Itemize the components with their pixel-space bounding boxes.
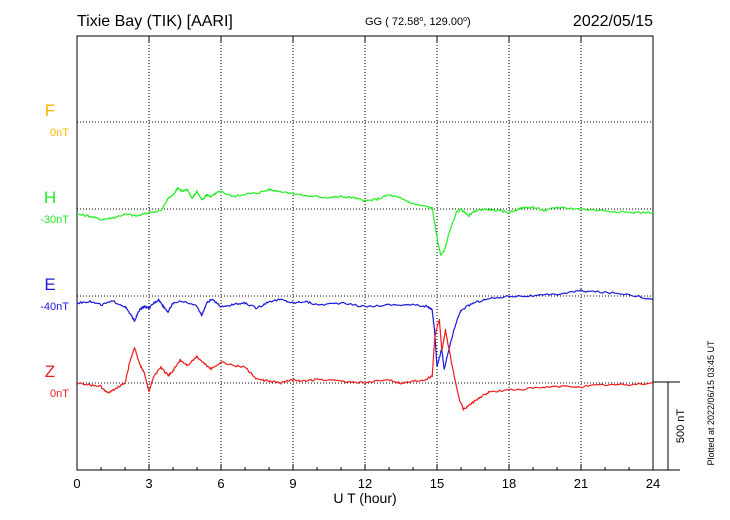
series-line-h bbox=[76, 187, 654, 256]
x-axis: 0 3 6 9 12 15 18 21 24 bbox=[73, 36, 660, 491]
station-coords: GG ( 72.58o, 129.00o) bbox=[365, 16, 471, 28]
series-layer bbox=[76, 187, 654, 411]
channel-name-h: H bbox=[44, 188, 56, 207]
channel-labels: F 0nT H -30nT E -40nT Z 0nT bbox=[40, 101, 69, 400]
grid bbox=[77, 36, 653, 470]
x-axis-label: U T (hour) bbox=[333, 490, 396, 506]
x-tick-label: 12 bbox=[358, 476, 372, 491]
station-title: Tixie Bay (TIK) [AARI] bbox=[77, 13, 233, 30]
channel-name-f: F bbox=[45, 101, 55, 120]
channel-baseline-f: 0nT bbox=[50, 127, 69, 139]
scale-bar-label: 500 nT bbox=[675, 409, 687, 444]
scale-bar: 500 nT bbox=[653, 381, 687, 471]
channel-baseline-e: -40nT bbox=[40, 301, 69, 313]
x-tick-label: 21 bbox=[574, 476, 588, 491]
channel-baseline-h: -30nT bbox=[40, 214, 69, 226]
channel-baseline-z: 0nT bbox=[50, 388, 69, 400]
channel-name-z: Z bbox=[45, 362, 55, 381]
x-tick-label: 15 bbox=[430, 476, 444, 491]
channel-name-e: E bbox=[44, 275, 55, 294]
x-tick-label: 24 bbox=[646, 476, 660, 491]
series-line-e bbox=[76, 289, 654, 370]
series-line-z bbox=[76, 318, 654, 411]
x-tick-label: 0 bbox=[73, 476, 80, 491]
x-tick-label: 3 bbox=[145, 476, 152, 491]
x-tick-label: 9 bbox=[289, 476, 296, 491]
plot-date: 2022/05/15 bbox=[573, 13, 653, 30]
x-tick-label: 18 bbox=[502, 476, 516, 491]
x-tick-label: 6 bbox=[217, 476, 224, 491]
plotted-at-note: Plotted at 2022/06/15 03:45 UT bbox=[706, 340, 716, 466]
